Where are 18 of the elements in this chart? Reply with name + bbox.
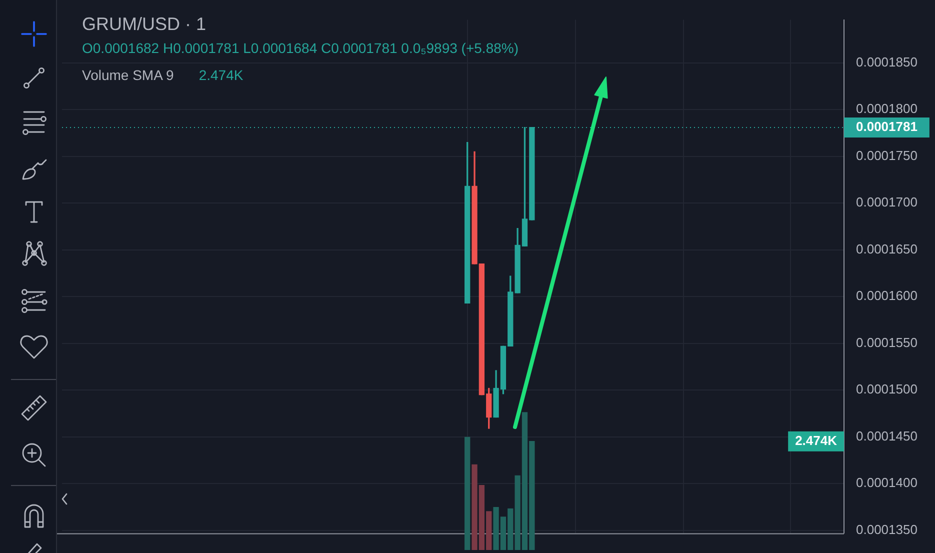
y-tick-label: 0.0001800 [856,101,918,116]
annotation: 2.474K [198,66,244,84]
annotation: 2.474K [795,432,838,448]
y-tick-label: 0.0001400 [856,475,918,490]
y-tick-label: 0.0001450 [856,428,918,444]
y-tick-label: 0.0001650 [856,241,918,256]
chart-title: GRUM/USD · 1 [82,13,206,36]
y-tick-label: 0.0001350 [856,522,918,537]
annotation: Volume SMA 9 [82,66,174,84]
y-tick-label: 0.0001700 [856,194,918,210]
y-tick-label: 0.0001550 [856,334,918,350]
ref-line-label: 0.0001781 [856,119,918,134]
y-tick-label: 0.0001850 [856,54,918,70]
y-tick-label: 0.0001750 [856,148,918,163]
bar [464,436,470,550]
text: O0.0001682 H0.0001781 L0.0001684 C0.0001781 0.0₅9893 (+5.88%) [82,39,519,57]
y-tick-label: 0.0001500 [856,382,918,397]
y-tick-label: 0.0001600 [856,288,918,304]
